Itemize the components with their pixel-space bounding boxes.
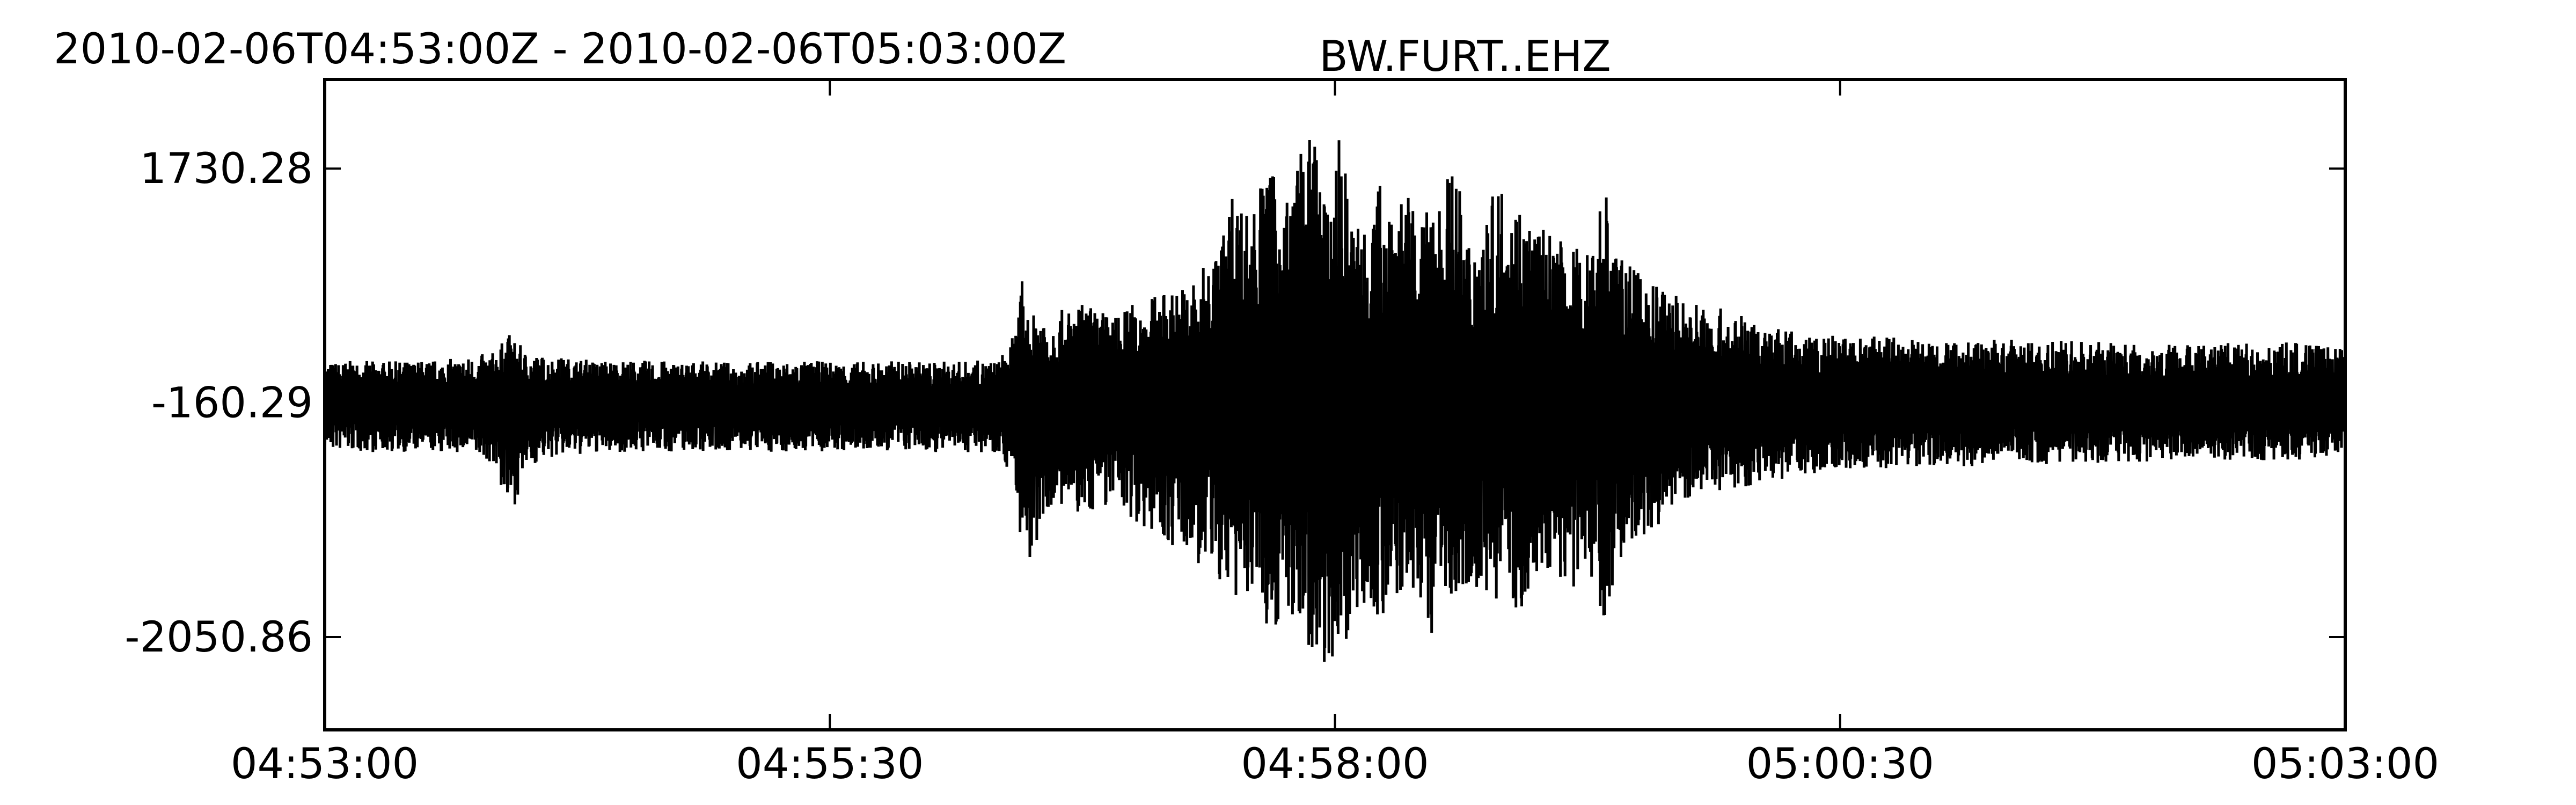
- y-tick-label-0: 1730.28: [140, 145, 313, 193]
- x-tick-label-0: 04:53:00: [231, 740, 419, 788]
- waveform-trace: [323, 140, 2347, 662]
- time-range-label: 2010-02-06T04:53:00Z - 2010-02-06T05:03:…: [54, 25, 1066, 74]
- x-tick-label-2: 04:58:00: [1241, 740, 1429, 788]
- waveform: [323, 140, 2347, 662]
- x-tick-label-4: 05:03:00: [2251, 740, 2439, 788]
- x-tick-label-1: 04:55:30: [736, 740, 924, 788]
- y-tick-label-2: -2050.86: [125, 613, 313, 662]
- x-tick-label-3: 05:00:30: [1746, 740, 1934, 788]
- y-axis: 1730.28 -160.29 -2050.86: [125, 145, 2345, 662]
- x-axis: 04:53:00 04:55:30 04:58:00 05:00:30 05:03:00: [231, 79, 2439, 788]
- y-tick-label-1: -160.29: [151, 379, 313, 428]
- chart-title: BW.FURT..EHZ: [1319, 33, 1611, 81]
